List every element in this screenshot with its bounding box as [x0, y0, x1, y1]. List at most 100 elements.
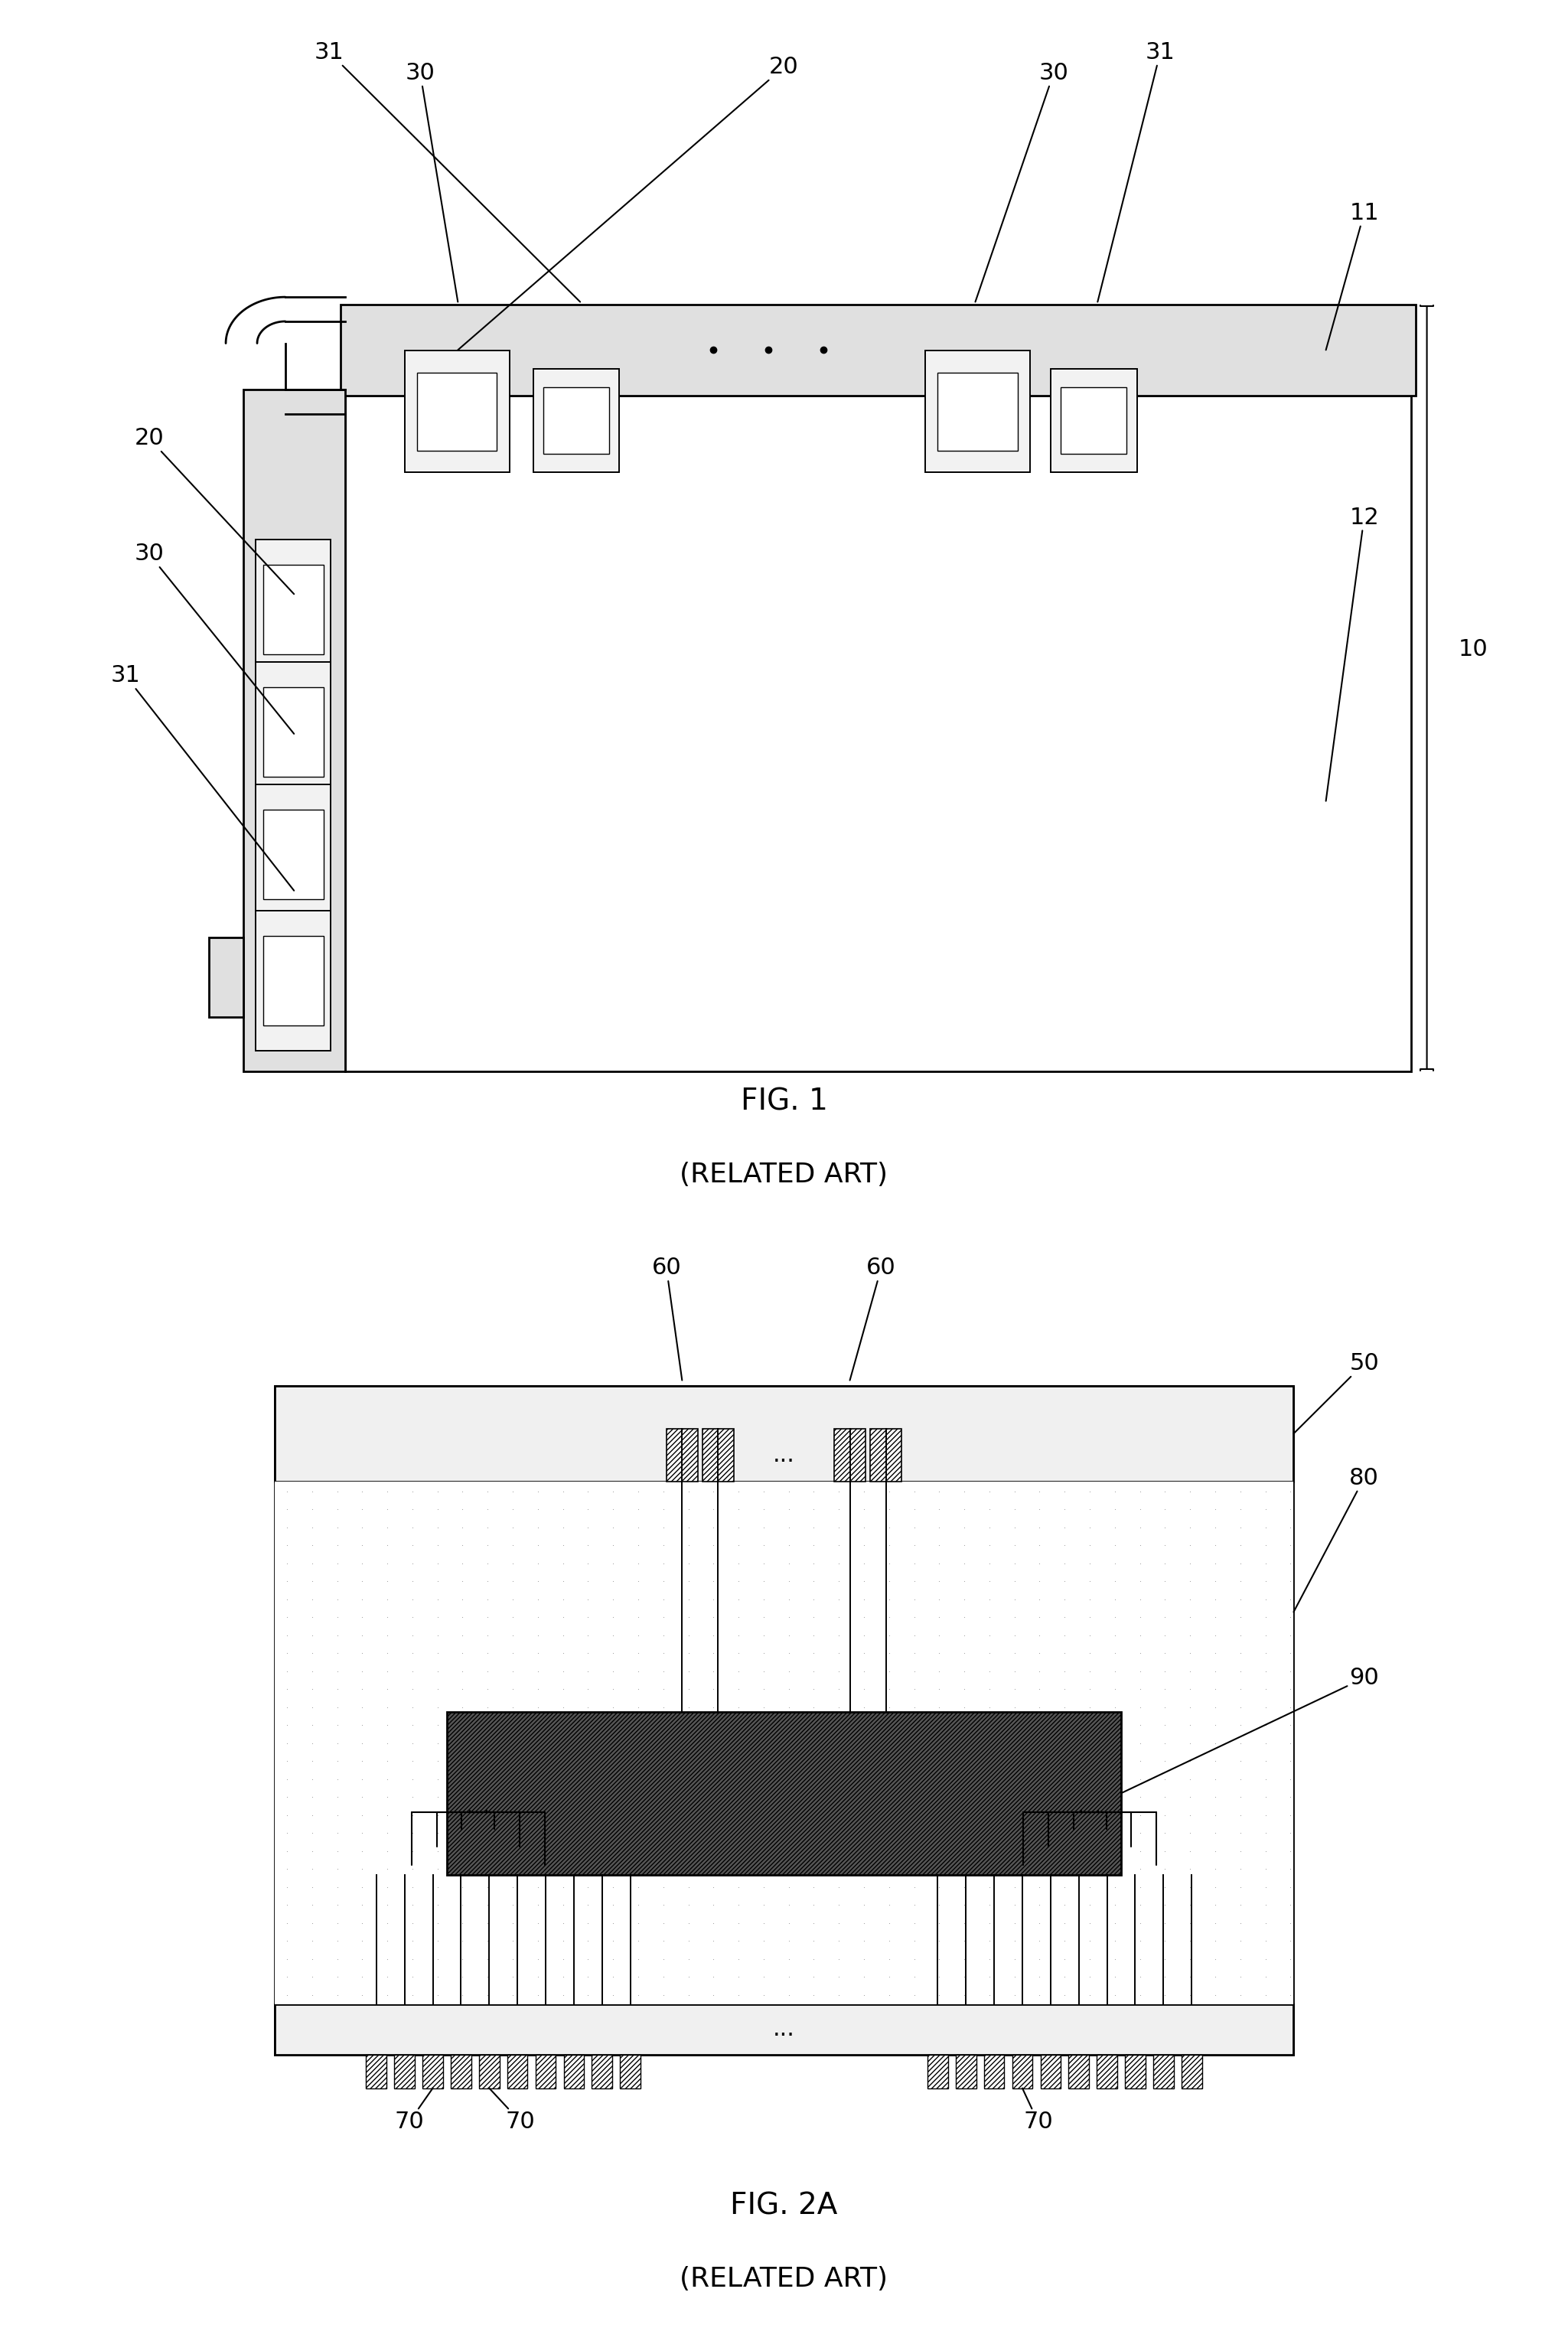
Bar — [263, 810, 323, 899]
Point — [1278, 1887, 1303, 1924]
Point — [500, 1903, 525, 1941]
Point — [274, 1599, 299, 1636]
Point — [902, 1976, 927, 2013]
Point — [601, 1618, 626, 1655]
Point — [350, 1671, 375, 1709]
Point — [927, 1545, 952, 1583]
Point — [952, 1796, 977, 1833]
Point — [626, 1742, 651, 1779]
Point — [1203, 1868, 1228, 1906]
Point — [375, 1725, 400, 1763]
Text: 50: 50 — [1294, 1353, 1378, 1433]
Point — [350, 1779, 375, 1817]
Point — [500, 1760, 525, 1798]
Point — [1228, 1779, 1253, 1817]
Point — [425, 1491, 450, 1529]
Point — [1253, 1922, 1278, 1959]
Point — [701, 1760, 726, 1798]
Point — [400, 1707, 425, 1744]
Bar — [533, 370, 619, 473]
Point — [952, 1491, 977, 1529]
Point — [676, 1976, 701, 2013]
Point — [450, 1903, 475, 1941]
Point — [274, 1849, 299, 1887]
Point — [651, 1472, 676, 1510]
Point — [676, 1564, 701, 1601]
Point — [425, 1688, 450, 1725]
Point — [1203, 1618, 1228, 1655]
Point — [1152, 1580, 1178, 1618]
Point — [500, 1887, 525, 1924]
Point — [525, 1849, 550, 1887]
Point — [851, 1688, 877, 1725]
Point — [1228, 1491, 1253, 1529]
Point — [726, 1814, 751, 1852]
Point — [902, 1957, 927, 1995]
Point — [1178, 1887, 1203, 1924]
Point — [851, 1618, 877, 1655]
Point — [550, 1796, 575, 1833]
Point — [400, 1833, 425, 1870]
Point — [325, 1545, 350, 1583]
Point — [450, 1796, 475, 1833]
Point — [726, 1618, 751, 1655]
Point — [651, 1868, 676, 1906]
Point — [601, 1526, 626, 1564]
Point — [1077, 1707, 1102, 1744]
Point — [826, 1903, 851, 1941]
Point — [1052, 1491, 1077, 1529]
Point — [299, 1508, 325, 1545]
Point — [977, 1849, 1002, 1887]
Point — [776, 1903, 801, 1941]
Point — [400, 1653, 425, 1690]
Point — [325, 1957, 350, 1995]
Point — [425, 1472, 450, 1510]
Point — [952, 1688, 977, 1725]
Point — [1278, 1742, 1303, 1779]
Point — [601, 1472, 626, 1510]
Point — [325, 1634, 350, 1671]
Point — [601, 1976, 626, 2013]
Point — [1052, 1508, 1077, 1545]
Text: 70: 70 — [1022, 2088, 1052, 2133]
Point — [1102, 1671, 1127, 1709]
Point — [1002, 1814, 1027, 1852]
Point — [851, 1671, 877, 1709]
Point — [877, 1903, 902, 1941]
Point — [626, 1634, 651, 1671]
Point — [726, 1849, 751, 1887]
Point — [626, 1564, 651, 1601]
Point — [701, 1779, 726, 1817]
Point — [1002, 1618, 1027, 1655]
Point — [626, 1941, 651, 1978]
Point — [776, 1779, 801, 1817]
Point — [902, 1599, 927, 1636]
Point — [701, 1887, 726, 1924]
Point — [1002, 1526, 1027, 1564]
Point — [525, 1580, 550, 1618]
Point — [274, 1653, 299, 1690]
Point — [525, 1526, 550, 1564]
Point — [977, 1903, 1002, 1941]
Point — [851, 1760, 877, 1798]
Bar — [870, 1428, 902, 1482]
Point — [1127, 1564, 1152, 1601]
Point — [676, 1868, 701, 1906]
Point — [952, 1976, 977, 2013]
Point — [801, 1833, 826, 1870]
Point — [1152, 1618, 1178, 1655]
Point — [450, 1580, 475, 1618]
Point — [801, 1760, 826, 1798]
Point — [801, 1976, 826, 2013]
Point — [701, 1725, 726, 1763]
Bar — [1098, 2055, 1116, 2088]
Point — [1152, 1903, 1178, 1941]
Point — [776, 1508, 801, 1545]
Point — [1077, 1796, 1102, 1833]
Point — [1203, 1796, 1228, 1833]
Point — [550, 1671, 575, 1709]
Point — [1152, 1564, 1178, 1601]
Point — [701, 1833, 726, 1870]
Bar — [1154, 2055, 1173, 2088]
Point — [927, 1957, 952, 1995]
